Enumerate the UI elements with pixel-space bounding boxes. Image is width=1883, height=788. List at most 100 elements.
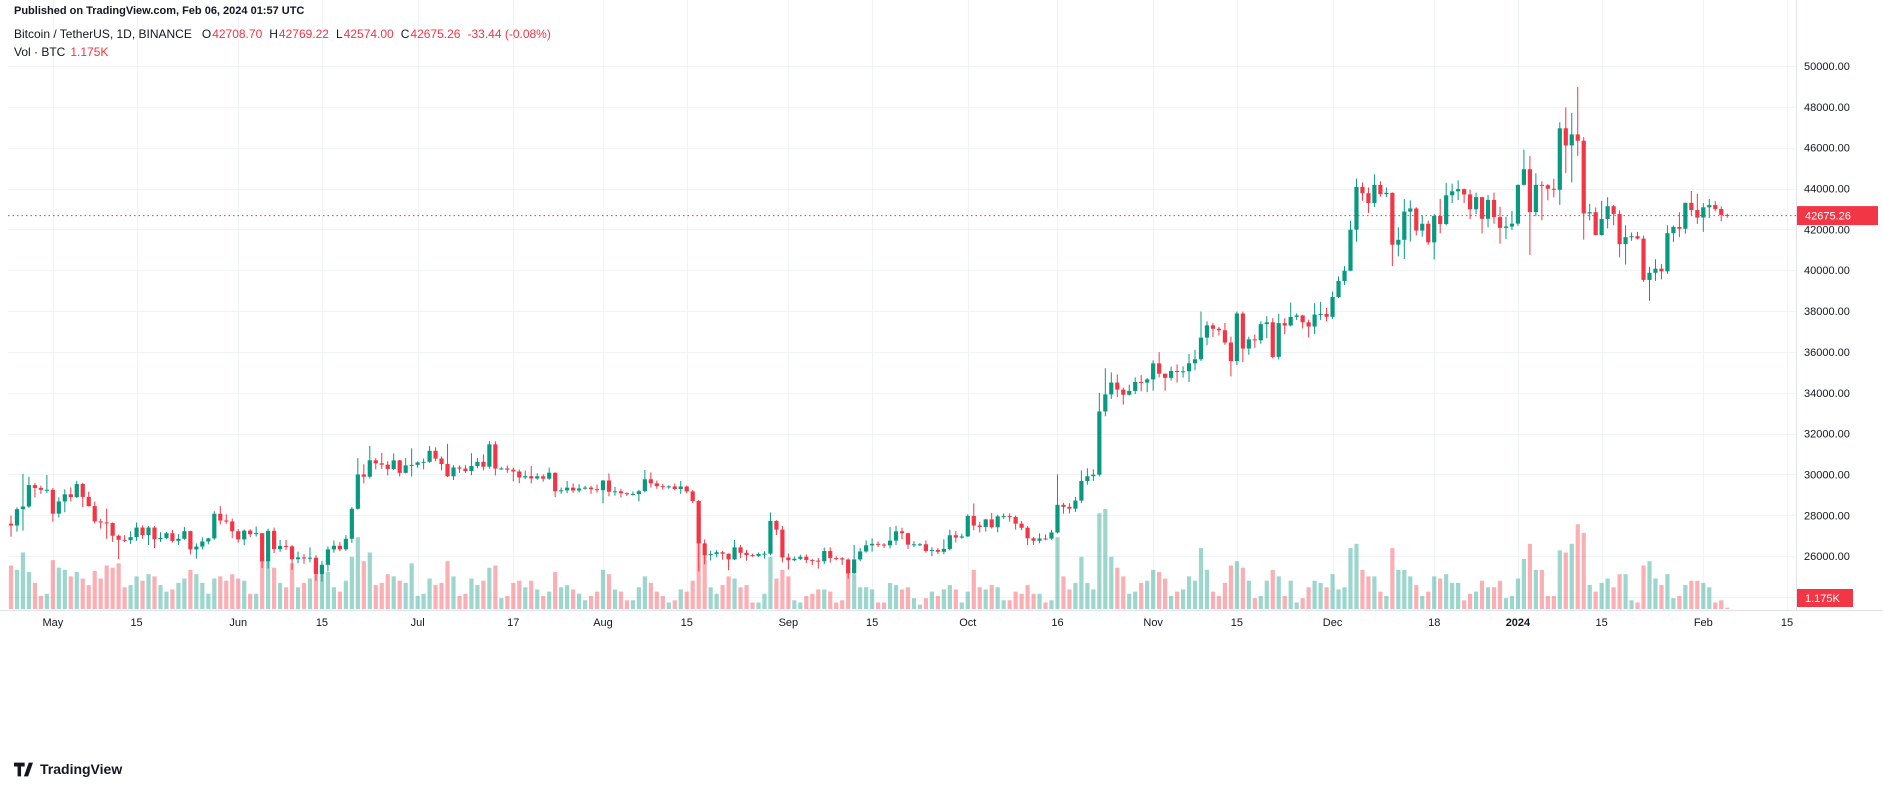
candle-body (116, 535, 121, 540)
candle-body (385, 464, 390, 469)
volume-bar (463, 593, 468, 609)
candle-body (373, 460, 378, 464)
low-value: 42574.00 (343, 27, 394, 41)
volume-bar (272, 567, 277, 609)
candle-body (463, 468, 468, 471)
volume-bar (1641, 565, 1646, 609)
volume-bar (8, 565, 14, 609)
candle-body (325, 549, 331, 565)
candle-body (409, 464, 414, 466)
candle-body (1665, 233, 1670, 272)
volume-bar (606, 574, 612, 609)
price-tick-label: 28000.00 (1804, 510, 1850, 522)
candle-body (953, 535, 958, 538)
candle-body (1139, 381, 1144, 383)
volume-bar (1067, 589, 1072, 609)
candle-body (1324, 314, 1329, 317)
candle-body (666, 486, 671, 488)
volume-bar (541, 595, 546, 609)
volume-bar (881, 602, 887, 609)
volume-bar (1049, 600, 1054, 609)
candle-body (212, 513, 217, 539)
candle-body (415, 462, 420, 465)
candle-body (1581, 140, 1586, 214)
volume-bar (750, 602, 755, 609)
candle-body (164, 533, 169, 538)
volume-bar (200, 582, 205, 609)
candle-body (1097, 411, 1102, 475)
candle-body (1545, 185, 1550, 189)
volume-bar (822, 589, 827, 609)
candle-body (1509, 223, 1515, 227)
candle-body (86, 496, 91, 507)
candle-body (535, 476, 540, 479)
candle-body (194, 546, 199, 550)
candle-body (1587, 212, 1592, 214)
volume-bar (134, 576, 139, 609)
candle-body (1563, 128, 1568, 146)
time-tick-label: Aug (593, 617, 613, 629)
volume-bar (995, 587, 1000, 609)
volume-bar (1426, 591, 1431, 609)
volume-bar (1186, 576, 1192, 609)
close-value: 42675.26 (410, 27, 461, 41)
volume-bar (1677, 595, 1682, 609)
price-tick-label: 42000.00 (1804, 224, 1850, 236)
volume-bar (1659, 585, 1664, 609)
volume-bar (56, 567, 61, 609)
candle-body (1569, 134, 1574, 146)
volume-bar (367, 552, 372, 609)
volume-bar (923, 598, 929, 609)
candle-body (182, 531, 187, 539)
volume-bar (858, 587, 863, 609)
volume-bar (1240, 567, 1245, 609)
candle-body (1055, 504, 1060, 533)
volume-bar (612, 589, 618, 609)
volume-bar (1473, 591, 1479, 609)
time-axis: May 15 Jun 15 Jul 17 Aug 15 Sep 15 Oct 16 Nov 15 Dec 18… (42, 617, 1793, 629)
candle-body (1617, 214, 1622, 245)
close-label: C (400, 27, 410, 41)
volume-bar (224, 580, 229, 609)
candle-body (1635, 236, 1640, 239)
volume-bar (792, 600, 797, 609)
volume-bar (523, 587, 528, 609)
candle-body (1420, 223, 1425, 231)
volume-bar (989, 585, 994, 609)
volume-bar (870, 589, 875, 609)
candle-body (947, 535, 952, 549)
volume-bar (720, 585, 725, 609)
volume-bar (840, 600, 845, 609)
candle-body (1025, 527, 1030, 539)
candle-body (1192, 359, 1198, 364)
volume-bar (319, 567, 325, 609)
open-value: 42708.70 (212, 27, 263, 41)
volume-bar (1115, 567, 1120, 609)
candle-body (1611, 206, 1616, 215)
volume-bar (780, 569, 785, 609)
candle-body (158, 537, 163, 540)
candle-body (678, 486, 683, 490)
candle-body (995, 516, 1000, 528)
volume-bar (1647, 561, 1652, 609)
volume-bar (164, 591, 169, 609)
volume-bar (343, 580, 348, 609)
volume-bar (1174, 591, 1180, 609)
volume-bar (1013, 591, 1018, 609)
volume-bar (1312, 580, 1317, 609)
volume-bar (1324, 587, 1329, 609)
volume-bar (702, 554, 707, 609)
volume-bar (421, 593, 426, 609)
candle-body (1151, 363, 1156, 380)
candle-body (774, 520, 779, 530)
volume-bar (1509, 595, 1515, 609)
volume-bar (1503, 598, 1509, 609)
candle-body (1043, 538, 1048, 540)
candle-body (1252, 339, 1257, 341)
volume-bar (379, 582, 384, 609)
candle-body (152, 527, 157, 540)
volume-bar (953, 589, 958, 609)
volume-bar (1563, 552, 1568, 609)
volume-bar (1210, 591, 1216, 609)
volume-bar (230, 574, 235, 609)
